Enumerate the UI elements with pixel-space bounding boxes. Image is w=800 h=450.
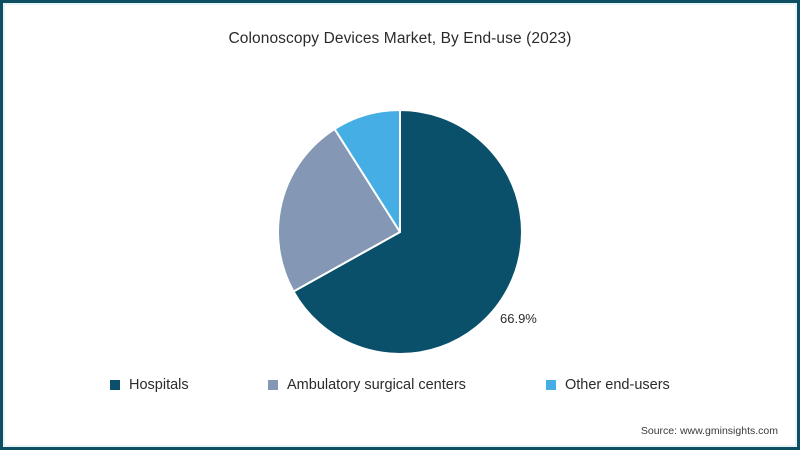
pie-data-label-hospitals: 66.9% (500, 311, 537, 326)
legend-item-label: Ambulatory surgical centers (287, 377, 466, 393)
legend-item-label: Hospitals (129, 377, 189, 393)
source-attribution: Source: www.gminsights.com (640, 425, 778, 437)
legend-item-ambulatory-surgical-centers[interactable]: Ambulatory surgical centers (268, 378, 466, 393)
legend-item-other-end-users[interactable]: Other end-users (546, 378, 670, 393)
square-swatch-icon (268, 380, 278, 391)
pie-slice[interactable] (333, 109, 401, 233)
pie-chart-svg (277, 109, 523, 355)
pie-slice[interactable] (292, 109, 523, 355)
page-title: Colonoscopy Devices Market, By End-use (… (228, 30, 572, 47)
pie-slice-group (277, 109, 523, 355)
chart-legend: Hospitals Ambulatory surgical centers Ot… (0, 378, 800, 402)
square-swatch-icon (546, 380, 556, 391)
pie-slice[interactable] (277, 127, 401, 293)
legend-item-label: Other end-users (565, 377, 670, 393)
legend-item-hospitals[interactable]: Hospitals (110, 378, 189, 393)
pie-chart (277, 109, 523, 355)
square-swatch-icon (110, 380, 120, 391)
